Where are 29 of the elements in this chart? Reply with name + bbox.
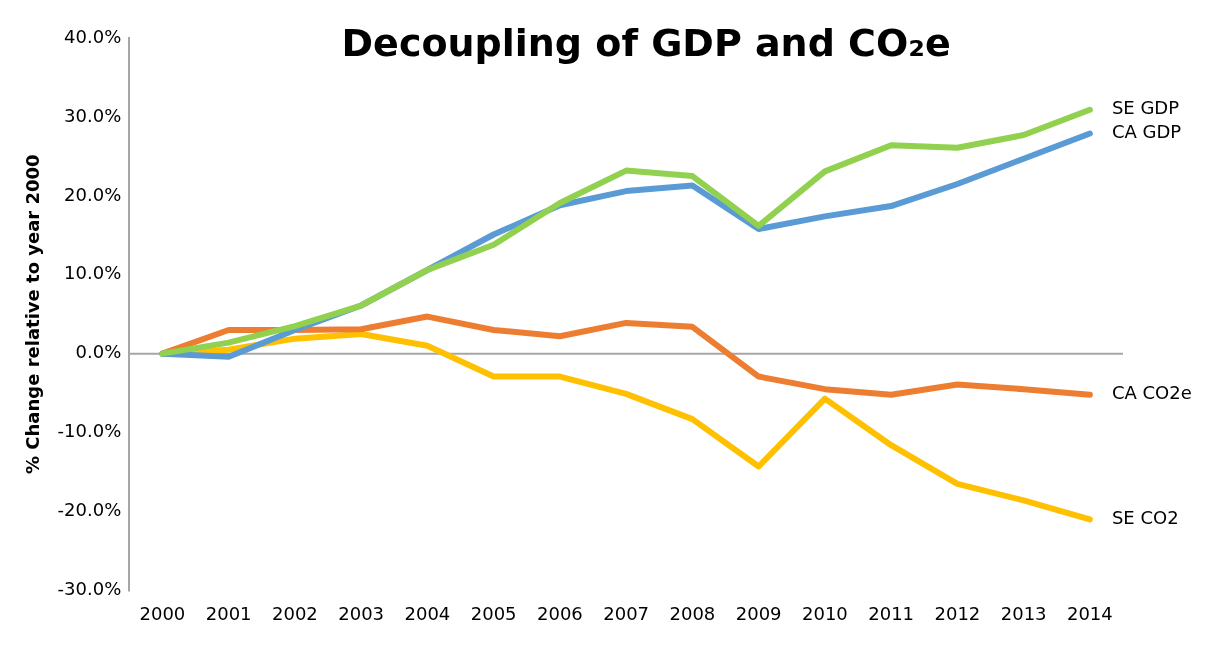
- series-label: CA CO2e: [1111, 382, 1192, 404]
- y-tick-label: 30.0%: [64, 104, 122, 126]
- x-tick-label: 2008: [669, 602, 716, 624]
- chart-title: Decoupling of GDP and CO₂e: [341, 20, 951, 65]
- series-label: CA GDP: [1111, 121, 1182, 143]
- y-tick-label: 20.0%: [64, 183, 122, 205]
- x-tick-label: 2013: [1000, 602, 1047, 624]
- x-tick-label: 2003: [338, 602, 385, 624]
- y-tick-label: 10.0%: [64, 262, 122, 284]
- x-tick-label: 2007: [603, 602, 650, 624]
- x-tick-label: 2005: [470, 602, 517, 624]
- y-tick-label: -30.0%: [57, 578, 122, 600]
- x-tick-label: 2009: [735, 602, 782, 624]
- x-tick-label: 2011: [868, 602, 915, 624]
- series-label: SE CO2: [1111, 507, 1179, 529]
- x-tick-label: 2010: [801, 602, 848, 624]
- x-tick-label: 2000: [139, 602, 186, 624]
- x-tick-label: 2006: [536, 602, 583, 624]
- y-tick-label: -20.0%: [57, 499, 122, 521]
- y-tick-label: 40.0%: [64, 25, 122, 47]
- y-tick-label: 0.0%: [75, 341, 122, 363]
- y-axis-title: % Change relative to year 2000: [22, 154, 44, 474]
- x-tick-label: 2014: [1066, 602, 1113, 624]
- series-label: SE GDP: [1111, 97, 1180, 119]
- x-tick-label: 2002: [271, 602, 318, 624]
- x-tick-label: 2004: [404, 602, 451, 624]
- x-tick-label: 2001: [205, 602, 252, 624]
- x-tick-label: 2012: [934, 602, 981, 624]
- y-tick-label: -10.0%: [57, 420, 122, 442]
